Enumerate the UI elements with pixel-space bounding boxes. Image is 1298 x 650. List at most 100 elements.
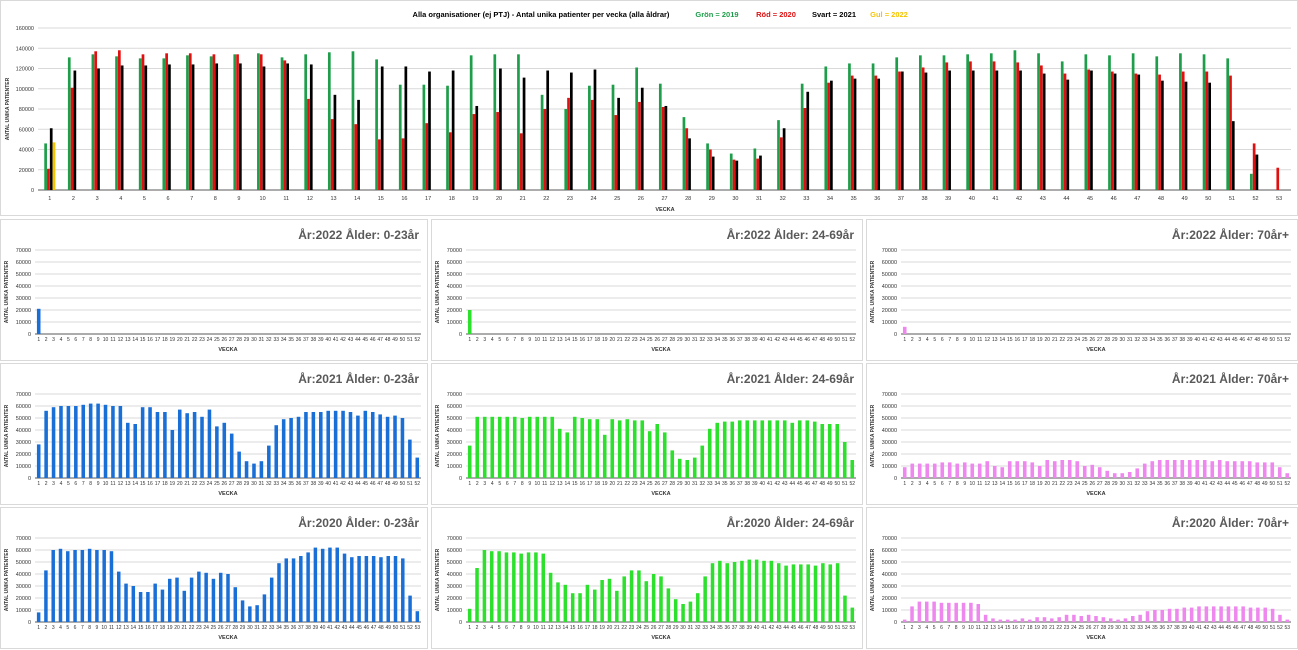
bar xyxy=(197,571,201,622)
bar xyxy=(284,558,289,622)
x-tick-label: 26 xyxy=(1089,481,1095,487)
x-tick-label: 47 xyxy=(1134,196,1140,202)
y-tick-label: 40000 xyxy=(882,284,897,290)
x-tick-label: 29 xyxy=(1112,337,1118,343)
x-tick-label: 32 xyxy=(780,196,786,202)
bar xyxy=(237,451,241,478)
x-tick-label: 28 xyxy=(669,481,675,487)
bar xyxy=(269,577,274,622)
bar-2019 xyxy=(91,54,95,191)
bar-2019 xyxy=(871,63,875,190)
bar xyxy=(467,608,472,622)
x-tick-label: 6 xyxy=(74,625,77,631)
bar-2021 xyxy=(971,70,975,190)
x-tick-label: 35 xyxy=(1152,625,1158,631)
bar xyxy=(782,420,787,478)
bar xyxy=(489,551,494,622)
y-tick-label: 10000 xyxy=(447,608,462,614)
x-tick-label: 46 xyxy=(370,337,376,343)
bar xyxy=(902,467,907,478)
bar xyxy=(393,415,397,478)
bar-2020 xyxy=(992,61,996,190)
bar xyxy=(542,416,547,478)
bar xyxy=(1120,473,1125,478)
bar xyxy=(320,548,325,622)
bar xyxy=(58,548,63,622)
bar xyxy=(1278,614,1282,622)
x-tick-label: 36 xyxy=(874,196,880,202)
x-axis-label: VECKA xyxy=(1086,491,1105,497)
x-tick-label: 40 xyxy=(1194,481,1200,487)
bar xyxy=(977,463,982,478)
bar xyxy=(200,416,204,478)
x-tick-label: 7 xyxy=(82,337,85,343)
x-tick-label: 11 xyxy=(977,337,982,343)
bar-2019 xyxy=(327,52,331,190)
bar xyxy=(655,424,660,478)
bar xyxy=(244,461,249,478)
bar-2020 xyxy=(685,128,689,190)
x-tick-label: 26 xyxy=(218,625,224,631)
bar xyxy=(262,594,267,622)
bar-2020 xyxy=(1252,143,1256,190)
x-tick-label: 4 xyxy=(60,337,63,343)
x-tick-label: 10 xyxy=(969,337,975,343)
x-tick-label: 27 xyxy=(662,481,668,487)
bar xyxy=(51,407,56,478)
x-tick-label: 50 xyxy=(834,337,840,343)
bar xyxy=(341,410,345,478)
bar xyxy=(482,416,487,478)
x-tick-label: 1 xyxy=(468,481,471,487)
x-tick-label: 52 xyxy=(415,481,421,487)
bar xyxy=(1187,460,1192,478)
x-tick-label: 34 xyxy=(827,196,833,202)
bar-2021 xyxy=(499,68,502,190)
bar xyxy=(1045,460,1050,478)
x-tick-label: 4 xyxy=(59,625,62,631)
x-tick-label: 2 xyxy=(476,337,479,343)
bar xyxy=(204,572,208,622)
bar xyxy=(1123,618,1128,622)
bar-2019 xyxy=(824,66,828,190)
bar-2019 xyxy=(1013,50,1017,191)
bar xyxy=(812,421,817,478)
bar xyxy=(961,602,966,622)
bar-2020 xyxy=(1040,65,1043,190)
chart-title: År:2022 Ålder: 24-69år xyxy=(727,227,855,242)
x-tick-label: 46 xyxy=(1239,481,1245,487)
bar xyxy=(835,563,840,622)
y-tick-label: 120000 xyxy=(16,67,34,73)
bar xyxy=(1005,619,1010,622)
x-tick-label: 24 xyxy=(207,337,213,343)
x-tick-label: 18 xyxy=(1027,625,1033,631)
x-tick-label: 14 xyxy=(999,481,1005,487)
x-tick-label: 2 xyxy=(45,481,48,487)
x-tick-label: 27 xyxy=(229,337,235,343)
bar xyxy=(806,564,810,622)
x-tick-label: 7 xyxy=(512,625,515,631)
x-tick-label: 34 xyxy=(714,337,720,343)
y-tick-label: 0 xyxy=(28,476,31,482)
x-tick-label: 25 xyxy=(647,337,653,343)
x-tick-label: 9 xyxy=(237,196,240,202)
x-tick-label: 3 xyxy=(52,625,55,631)
bar-2021 xyxy=(1255,154,1259,190)
x-tick-label: 37 xyxy=(898,196,904,202)
bar xyxy=(673,599,678,622)
x-tick-label: 7 xyxy=(190,196,193,202)
x-tick-label: 42 xyxy=(1209,481,1215,487)
bar xyxy=(333,410,338,478)
x-tick-label: 22 xyxy=(624,337,630,343)
y-tick-label: 60000 xyxy=(447,548,462,554)
bar-2019 xyxy=(611,84,615,190)
x-tick-label: 31 xyxy=(254,625,260,631)
x-tick-label: 13 xyxy=(555,625,561,631)
bar xyxy=(940,462,945,478)
y-tick-label: 60000 xyxy=(16,404,31,410)
x-tick-label: 7 xyxy=(513,337,516,343)
x-tick-label: 51 xyxy=(407,337,413,343)
bar xyxy=(103,404,108,478)
bar-2019 xyxy=(919,55,922,191)
bar-2021 xyxy=(830,80,833,190)
bar-2019 xyxy=(1131,53,1135,190)
